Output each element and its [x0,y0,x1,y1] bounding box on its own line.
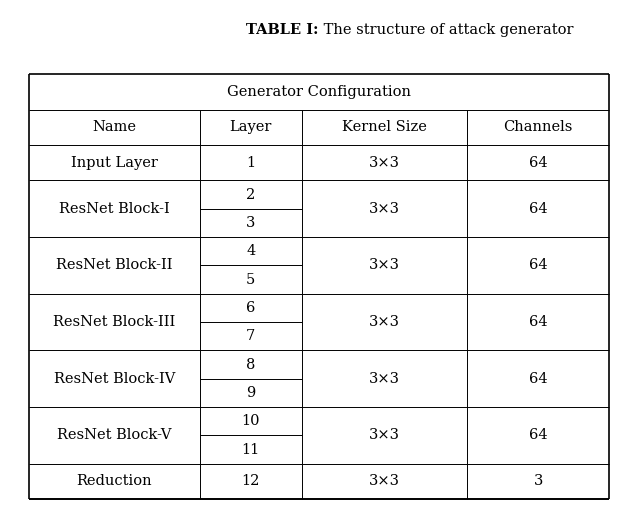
Text: The structure of attack generator: The structure of attack generator [319,23,574,37]
Text: Name: Name [93,120,137,134]
Text: 64: 64 [529,259,547,272]
Text: ResNet Block-V: ResNet Block-V [57,429,172,442]
Text: 3×3: 3×3 [369,202,400,216]
Text: ResNet Block-IV: ResNet Block-IV [54,372,175,386]
Text: 6: 6 [246,301,255,315]
Text: Layer: Layer [230,120,272,134]
Text: 1: 1 [246,156,255,170]
Text: ResNet Block-I: ResNet Block-I [59,202,170,216]
Text: 10: 10 [242,414,260,429]
Text: Input Layer: Input Layer [71,156,158,170]
Text: 11: 11 [242,442,260,457]
Text: 3×3: 3×3 [369,475,400,488]
Text: Generator Configuration: Generator Configuration [227,85,411,99]
Text: ResNet Block-II: ResNet Block-II [56,259,173,272]
Text: ResNet Block-III: ResNet Block-III [53,315,175,329]
Text: 3×3: 3×3 [369,315,400,329]
Text: 3×3: 3×3 [369,429,400,442]
Text: Reduction: Reduction [77,475,152,488]
Text: 4: 4 [246,244,255,259]
Text: 64: 64 [529,202,547,216]
Text: 9: 9 [246,386,255,400]
Text: 3: 3 [246,216,255,230]
Text: Kernel Size: Kernel Size [342,120,427,134]
Text: 2: 2 [246,187,255,202]
Text: 12: 12 [242,475,260,488]
Text: 7: 7 [246,329,255,344]
Text: 3: 3 [533,475,543,488]
Text: 3×3: 3×3 [369,156,400,170]
Text: TABLE I:: TABLE I: [246,23,319,37]
Text: Channels: Channels [503,120,573,134]
Text: 8: 8 [246,357,255,372]
Text: 64: 64 [529,372,547,386]
Text: 64: 64 [529,315,547,329]
Text: 5: 5 [246,272,255,287]
Text: 64: 64 [529,429,547,442]
Text: 64: 64 [529,156,547,170]
Text: 3×3: 3×3 [369,259,400,272]
Text: 3×3: 3×3 [369,372,400,386]
